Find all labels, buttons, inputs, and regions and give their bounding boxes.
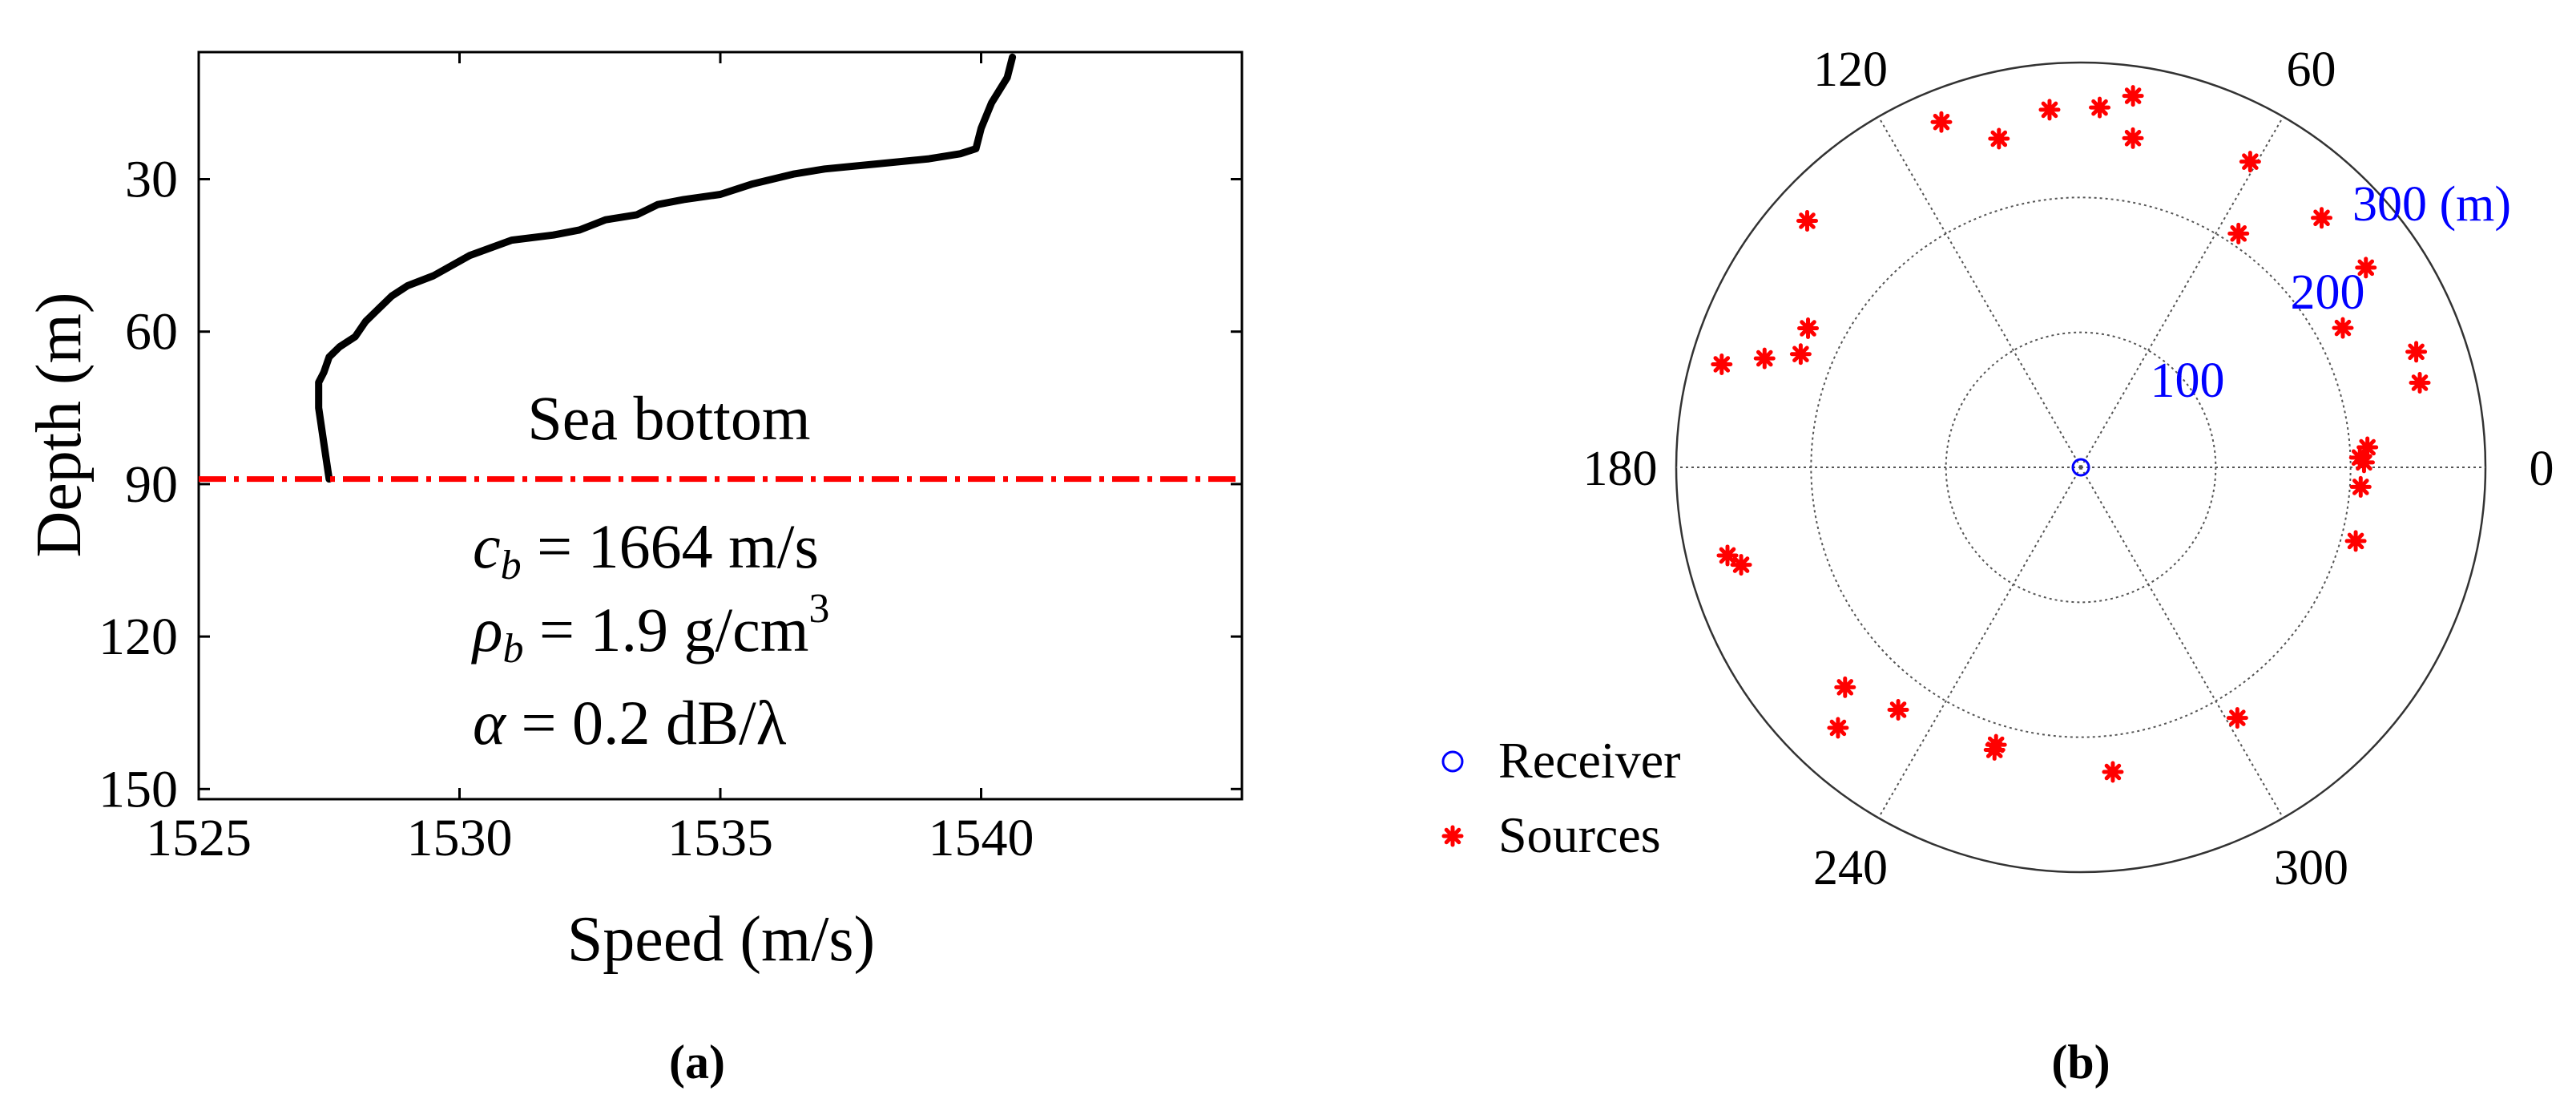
sources-legend-asterisk: [1441, 825, 1464, 847]
angle-tick-label: 60: [2287, 42, 2336, 97]
source-marker: [1887, 698, 1909, 721]
sources-series: [1711, 85, 2431, 783]
param-bottom-speed: cb = 1664 m/s: [473, 511, 819, 588]
x-tick-label: 1525: [146, 809, 252, 867]
source-marker: [2122, 85, 2144, 107]
x-tick-label: 1530: [407, 809, 513, 867]
source-marker: [2332, 317, 2354, 339]
source-marker: [2405, 341, 2428, 363]
x-tick-label: 1540: [929, 809, 1034, 867]
angle-tick-label: 180: [1583, 442, 1658, 496]
legend-label-receiver: Receiver: [1498, 732, 1680, 789]
angle-tick-label: 300: [2274, 841, 2348, 895]
source-marker: [2409, 372, 2431, 394]
y-axis-label: Depth (m): [24, 292, 95, 557]
legend-marker-receiver: [1441, 750, 1464, 773]
receiver-series: [2071, 458, 2090, 477]
polar-grid: [1675, 61, 2487, 874]
legend-label-sources: Sources: [1498, 806, 1661, 863]
y-axis-ticks: 30 60 90 120 150: [99, 151, 1242, 818]
source-marker: [2038, 99, 2061, 121]
source-marker: [2349, 475, 2372, 498]
x-axis-label: Speed (m/s): [567, 904, 875, 975]
sound-speed-profile-line: [315, 53, 1017, 483]
param-bottom-density: ρb = 1.9 g/cm3: [471, 586, 829, 672]
source-marker: [2311, 207, 2333, 229]
source-marker: [1834, 676, 1856, 698]
angle-tick-label: 120: [1813, 42, 1888, 97]
sea-bottom-label: Sea bottom: [527, 383, 810, 453]
legend: Receiver Sources: [1441, 732, 1680, 863]
source-marker: [2355, 257, 2377, 279]
y-tick-label: 60: [125, 303, 178, 362]
source-marker: [2356, 436, 2379, 459]
source-marker: [1789, 343, 1812, 366]
polar-source-map: 0 60 120 180 240 300 100 200 300 (m) Receiver S…: [1441, 42, 2554, 1089]
angle-spoke: [2080, 467, 2284, 818]
panel-a-caption: (a): [669, 1036, 725, 1089]
source-marker: [1988, 127, 2010, 150]
panel-b-caption: (b): [2051, 1036, 2110, 1089]
source-marker: [2102, 761, 2124, 783]
angle-tick-label: 240: [1813, 841, 1888, 895]
source-marker: [1796, 210, 1818, 232]
y-tick-label: 150: [99, 760, 178, 818]
param-attenuation: α = 0.2 dB/λ: [473, 688, 787, 758]
y-tick-label: 30: [125, 151, 178, 209]
x-axis-ticks: 1525 1530 1535 1540: [146, 52, 1034, 867]
source-marker: [1930, 111, 1953, 133]
angle-tick-label: 0: [2530, 442, 2554, 496]
x-tick-label: 1535: [667, 809, 773, 867]
angle-tick-labels: 0 60 120 180 240 300: [1583, 42, 2554, 895]
source-marker: [1985, 733, 2007, 756]
range-tick-label: 300 (m): [2352, 177, 2511, 232]
range-tick-labels: 100 200 300 (m): [2151, 177, 2512, 408]
y-tick-label: 120: [99, 608, 178, 666]
source-marker: [2227, 222, 2250, 244]
legend-marker-sources: [1441, 825, 1464, 847]
source-marker: [1730, 554, 1752, 576]
source-marker: [2089, 96, 2111, 119]
source-marker: [2239, 151, 2261, 173]
receiver-legend-circle: [1441, 750, 1464, 773]
source-marker: [1753, 347, 1776, 370]
range-tick-label: 200: [2291, 265, 2365, 320]
source-marker: [1716, 544, 1739, 567]
source-marker: [1797, 317, 1820, 340]
source-marker: [1827, 717, 1849, 739]
angle-spoke: [2080, 116, 2284, 468]
receiver-marker: [2071, 458, 2090, 477]
angle-spoke: [1877, 467, 2082, 818]
source-marker: [2226, 707, 2248, 729]
source-marker: [1711, 353, 1733, 375]
depth-profile-chart: 1525 1530 1535 1540 30 60 90 120 150 Sea bottom…: [24, 50, 1244, 1089]
source-marker: [2122, 127, 2144, 149]
range-tick-label: 100: [2151, 354, 2225, 408]
y-tick-label: 90: [125, 455, 178, 514]
angle-spoke: [1877, 116, 2082, 468]
source-marker: [2344, 530, 2367, 552]
